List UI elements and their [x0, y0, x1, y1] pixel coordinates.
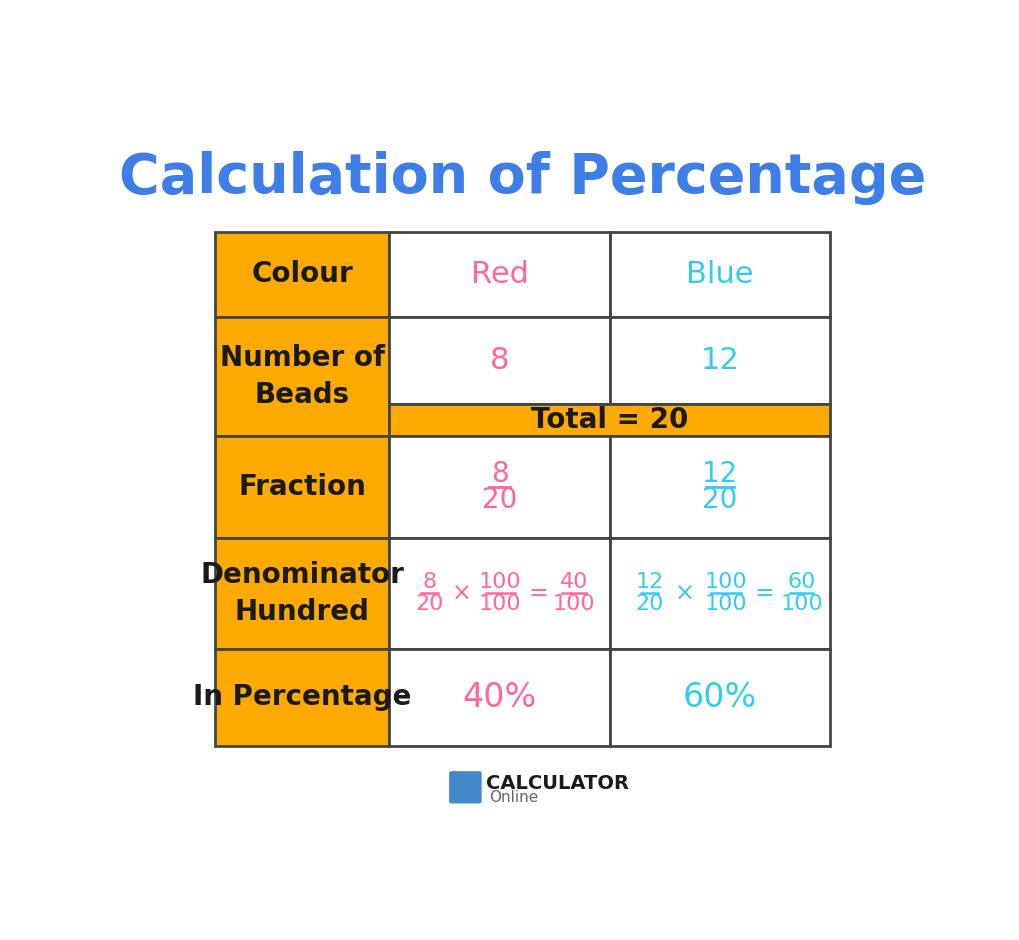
Text: 40: 40 [559, 572, 588, 592]
Text: 20: 20 [415, 594, 443, 614]
Text: 40%: 40% [462, 681, 536, 713]
Text: 20: 20 [481, 486, 517, 514]
FancyBboxPatch shape [448, 771, 481, 804]
Text: ×: × [451, 581, 471, 605]
Text: 8: 8 [489, 346, 508, 375]
Text: =: = [754, 581, 773, 605]
Text: Calculation of Percentage: Calculation of Percentage [119, 151, 925, 205]
Bar [389, 436, 609, 538]
Text: CALCULATOR: CALCULATOR [485, 774, 628, 793]
Text: ×: × [675, 581, 694, 605]
Text: 8: 8 [422, 572, 436, 592]
Text: Denominator
Hundred: Denominator Hundred [200, 561, 404, 626]
Text: Fraction: Fraction [238, 473, 366, 501]
Bar [389, 317, 609, 404]
Bar [389, 649, 609, 745]
Bar [215, 436, 389, 538]
Text: 100: 100 [780, 594, 822, 614]
Text: 100: 100 [704, 594, 746, 614]
Bar [609, 232, 829, 317]
Text: +  ÷: + ÷ [451, 781, 477, 791]
Text: Number of
Beads: Number of Beads [219, 344, 384, 409]
Text: 60%: 60% [682, 681, 756, 713]
Text: 12: 12 [700, 346, 739, 375]
Text: 12: 12 [635, 572, 663, 592]
Bar [609, 317, 829, 404]
Bar [389, 404, 829, 436]
Text: Online: Online [489, 790, 538, 805]
Text: 12: 12 [702, 460, 737, 488]
Text: 20: 20 [702, 486, 737, 514]
Text: =: = [528, 581, 547, 605]
Text: 100: 100 [479, 572, 521, 592]
Bar [609, 649, 829, 745]
Text: Colour: Colour [251, 260, 353, 289]
Text: Total = 20: Total = 20 [531, 406, 688, 434]
Text: 100: 100 [479, 594, 521, 614]
Text: Blue: Blue [686, 260, 753, 289]
Bar [389, 538, 609, 649]
Text: Red: Red [470, 260, 528, 289]
Bar [389, 232, 609, 317]
Bar [215, 317, 389, 436]
Bar [215, 232, 389, 317]
Text: 60: 60 [787, 572, 815, 592]
Text: 100: 100 [552, 594, 595, 614]
Text: 20: 20 [635, 594, 663, 614]
Bar [215, 538, 389, 649]
Bar [609, 436, 829, 538]
Text: In Percentage: In Percentage [193, 683, 411, 712]
Bar [609, 538, 829, 649]
Bar [215, 649, 389, 745]
Text: 8: 8 [490, 460, 507, 488]
Text: -  =: - = [454, 789, 474, 798]
Text: 100: 100 [704, 572, 746, 592]
